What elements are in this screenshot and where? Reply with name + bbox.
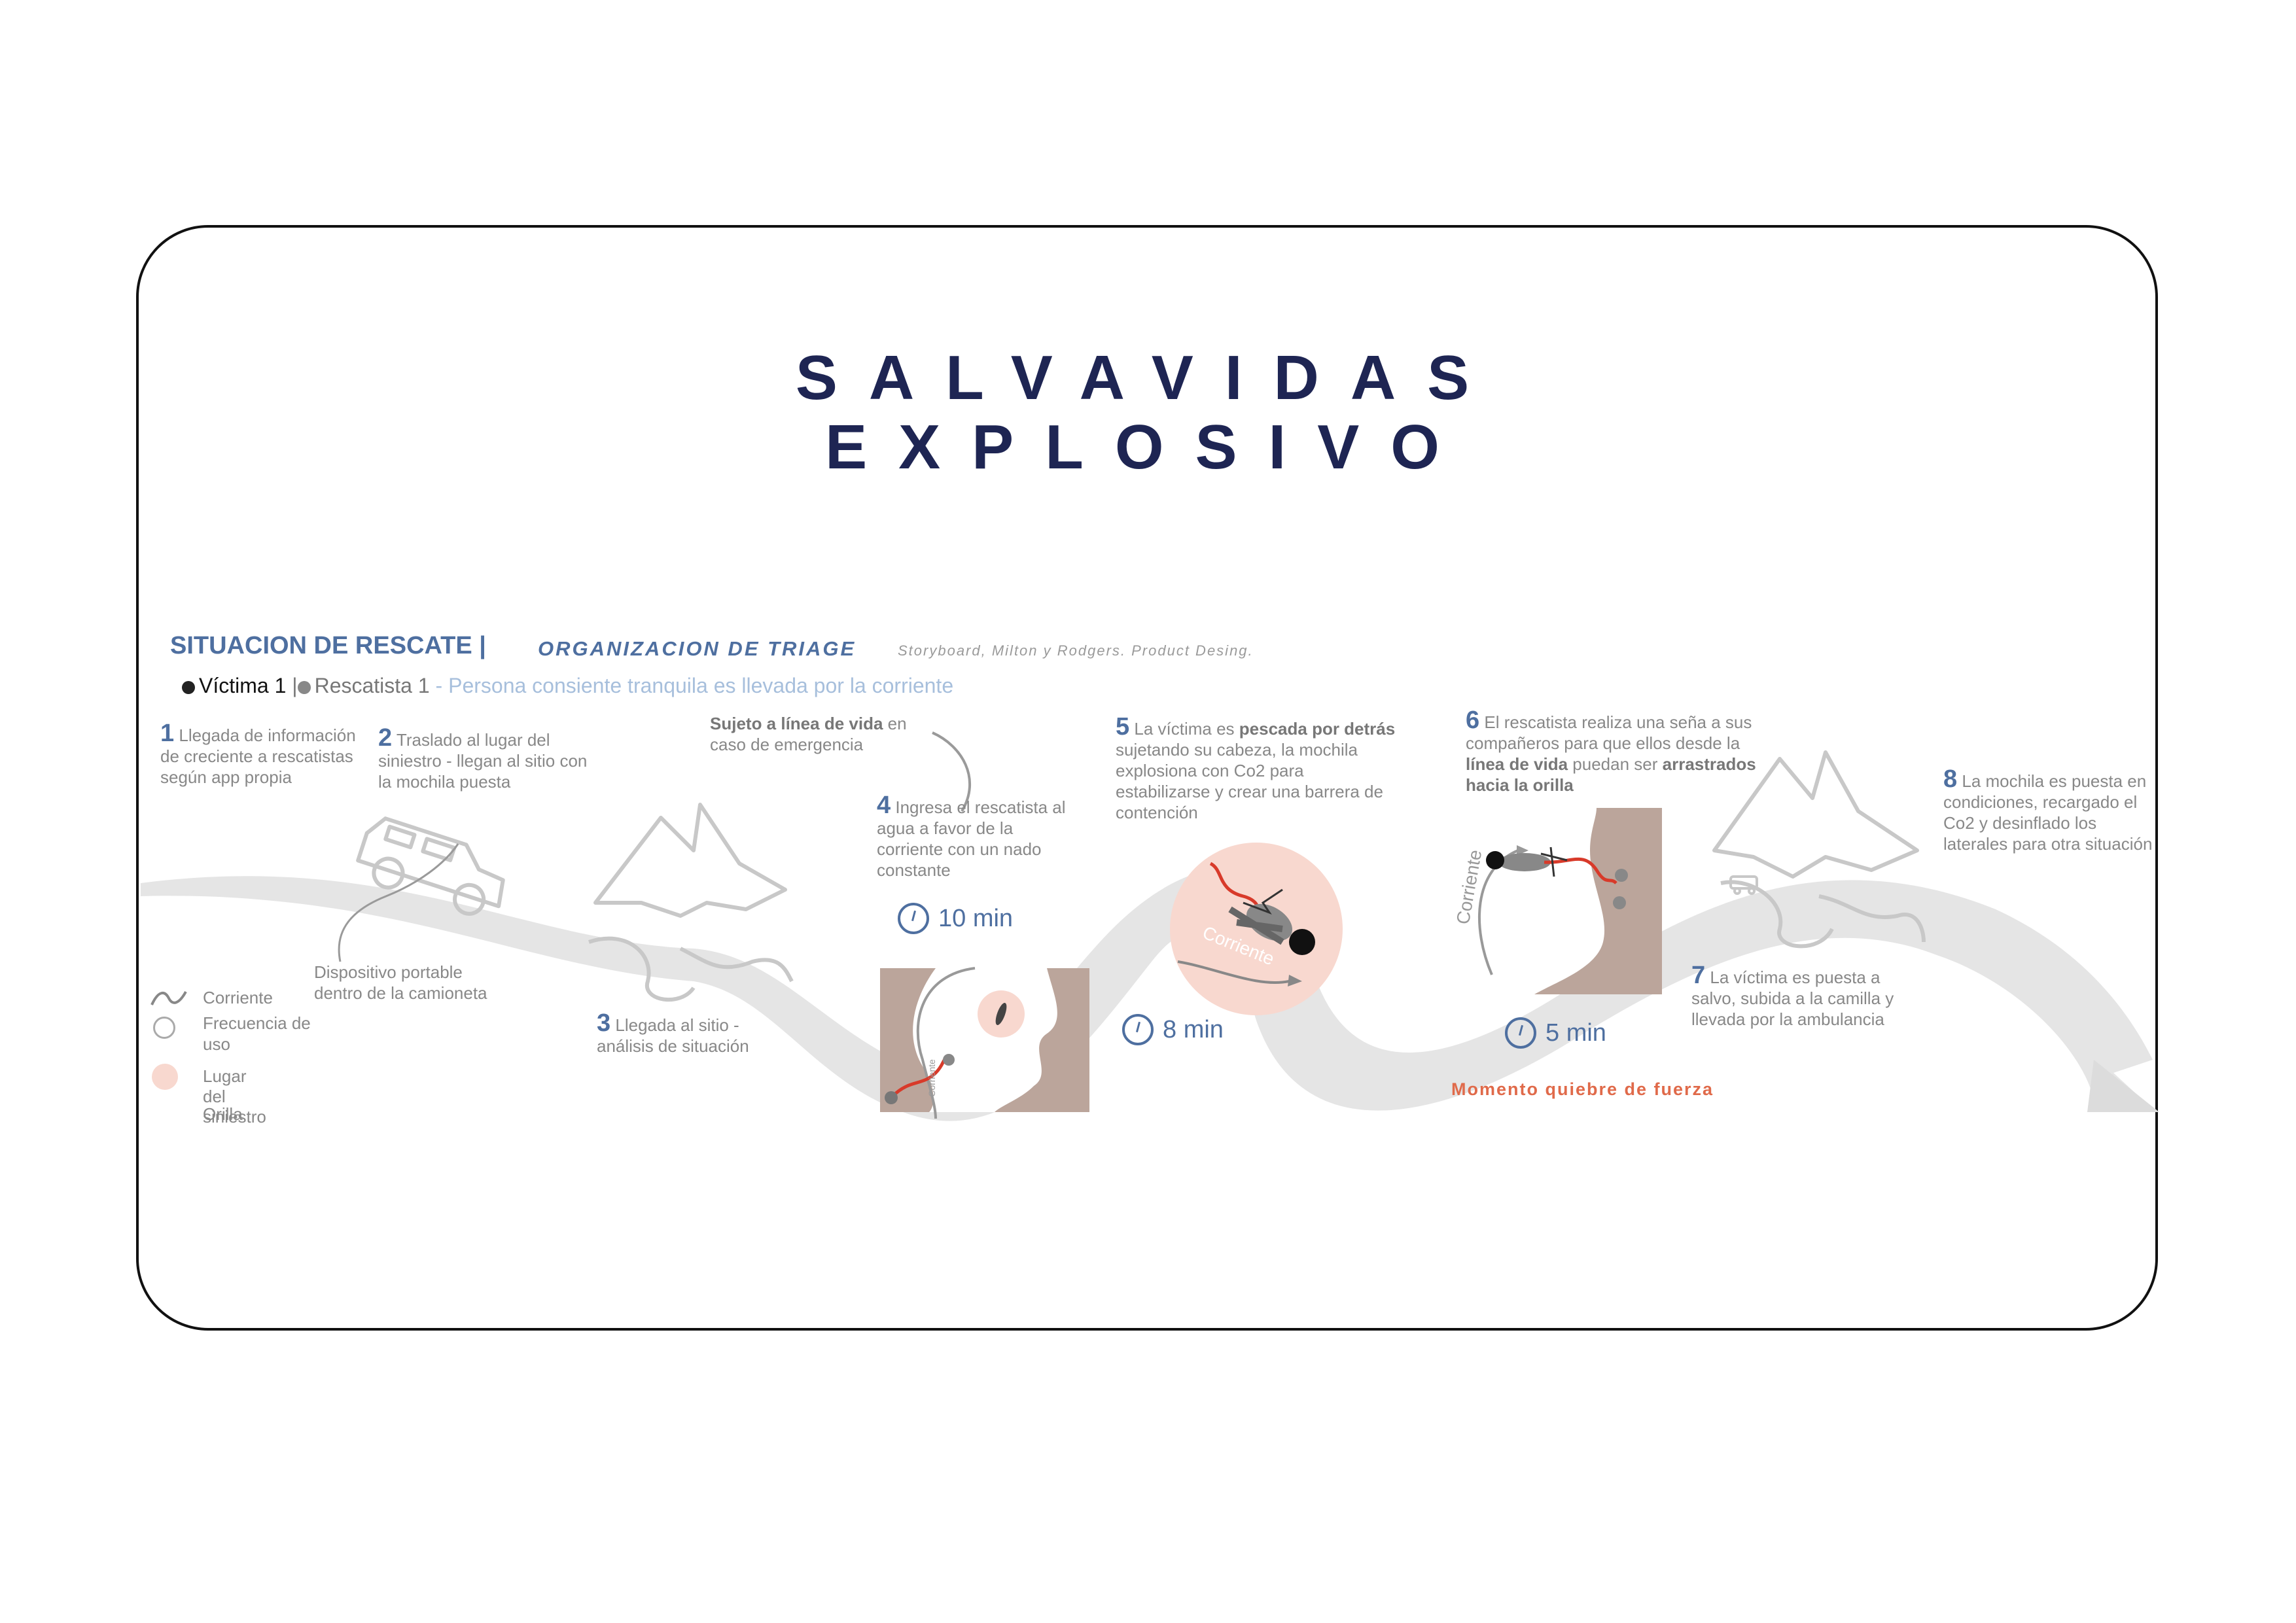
lifeline-curve <box>932 731 971 812</box>
timer-10min: 10 min <box>898 903 1013 934</box>
legend-shore: Orilla <box>203 1104 243 1124</box>
legend-current: Corriente <box>203 988 273 1007</box>
clock-icon <box>1122 1014 1154 1045</box>
clock-icon <box>1505 1017 1536 1049</box>
step-6-text-a: El rescatista realiza una seña a sus com… <box>1466 712 1752 753</box>
scenario-description: - Persona consiente tranquila es llevada… <box>435 674 954 697</box>
step-7-text: La víctima es puesta a salvo, subida a l… <box>1691 968 1894 1029</box>
device-note: Dispositivo portable dentro de la camion… <box>314 962 487 1003</box>
step-4: 4 Ingresa el rescatista al agua a favor … <box>877 792 1080 881</box>
lifeline-note-bold: Sujeto a línea de vida <box>710 714 883 733</box>
scene-step4 <box>880 967 1089 1119</box>
step-5-text-b: sujetando su cabeza, la mochila explosio… <box>1116 740 1383 822</box>
step-5-text-bold: pescada por detrás <box>1239 719 1396 739</box>
step-5: 5 La víctima es pescada por detrás sujet… <box>1116 713 1397 823</box>
step-8: 8 La mochila es puesta en condiciones, r… <box>1943 767 2159 854</box>
jeep-icon <box>356 816 505 916</box>
legend-frequency: Frecuencia de uso <box>203 1013 311 1054</box>
step-8-number: 8 <box>1943 765 1958 793</box>
step-2: 2 Traslado al lugar del siniestro - lleg… <box>378 724 594 792</box>
scene-step5 <box>1170 843 1343 1015</box>
timer-5min: 5 min <box>1505 1017 1606 1049</box>
header-reference: Storyboard, Milton y Rodgers. Product De… <box>898 642 1254 659</box>
legend-site: Lugar del siniestro <box>203 1066 266 1126</box>
timer-8min: 8 min <box>1122 1014 1224 1045</box>
river-arrow-head <box>2087 1060 2159 1112</box>
step-6: 6 El rescatista realiza una seña a sus c… <box>1466 707 1760 795</box>
timer-5min-label: 5 min <box>1545 1019 1606 1047</box>
step-2-number: 2 <box>378 724 393 752</box>
step-2-text: Traslado al lugar del siniestro - llegan… <box>378 730 588 792</box>
victim-dot-icon <box>182 680 195 694</box>
rescuer-dot-icon <box>297 680 311 694</box>
current-icon <box>150 991 187 1005</box>
actors-legend: Víctima 1 | Rescatista 1 - Persona consie… <box>182 674 953 698</box>
step-8-text: La mochila es puesta en condiciones, rec… <box>1943 771 2153 854</box>
title-line-1: SALVAVIDAS <box>795 343 1501 413</box>
timer-10min-label: 10 min <box>938 904 1014 932</box>
rescuer-label: Rescatista 1 <box>314 674 430 697</box>
mountains-icon-left <box>588 803 794 1002</box>
step-6-number: 6 <box>1466 707 1480 734</box>
step-7-number: 7 <box>1691 962 1706 989</box>
step-4-text: Ingresa el rescatista al agua a favor de… <box>877 797 1066 880</box>
step-6-text-b: puedan ser <box>1568 754 1663 774</box>
header-sub: ORGANIZACION DE TRIAGE <box>538 637 857 660</box>
step-1-text: Llegada de información de creciente a re… <box>160 725 356 787</box>
device-pointer-line <box>338 843 459 962</box>
victim-label: Víctima 1 <box>199 674 287 697</box>
current-label-step4: Corriente <box>926 1059 937 1097</box>
break-moment-label: Momento quiebre de fuerza <box>1451 1079 1714 1099</box>
step-4-number: 4 <box>877 792 891 819</box>
clock-icon <box>898 903 929 934</box>
lifeline-note: Sujeto a línea de vida en caso de emerge… <box>710 713 939 755</box>
step-5-text-a: La víctima es <box>1134 719 1239 739</box>
mountains-icon-right <box>1712 750 1926 949</box>
river-arrow <box>141 868 2156 1121</box>
site-icon <box>152 1064 178 1090</box>
lifeline-note-rest: en caso de emergencia <box>710 714 907 754</box>
ambulance-icon <box>1729 875 1758 895</box>
step-1: 1 Llegada de información de creciente a … <box>160 720 363 788</box>
title-line-2: EXPLOSIVO <box>825 412 1471 482</box>
step-6-text-bold: línea de vida <box>1466 754 1568 774</box>
step-3-number: 3 <box>597 1009 611 1037</box>
step-3-text: Llegada al sitio - análisis de situación <box>597 1015 749 1056</box>
timer-8min-label: 8 min <box>1163 1015 1224 1043</box>
card-frame <box>136 225 2158 1331</box>
step-6-text-bold-2: arrastrados hacia la orilla <box>1466 754 1756 795</box>
scene-step6 <box>1478 808 1662 994</box>
step-3: 3 Llegada al sitio - análisis de situaci… <box>597 1011 793 1056</box>
step-1-number: 1 <box>160 720 175 747</box>
separator: | <box>292 674 298 697</box>
frequency-icon <box>153 1017 175 1039</box>
header-main: SITUACION DE RESCATE | <box>170 632 486 659</box>
step-7: 7 La víctima es puesta a salvo, subida a… <box>1691 962 1914 1030</box>
step-5-number: 5 <box>1116 713 1130 741</box>
